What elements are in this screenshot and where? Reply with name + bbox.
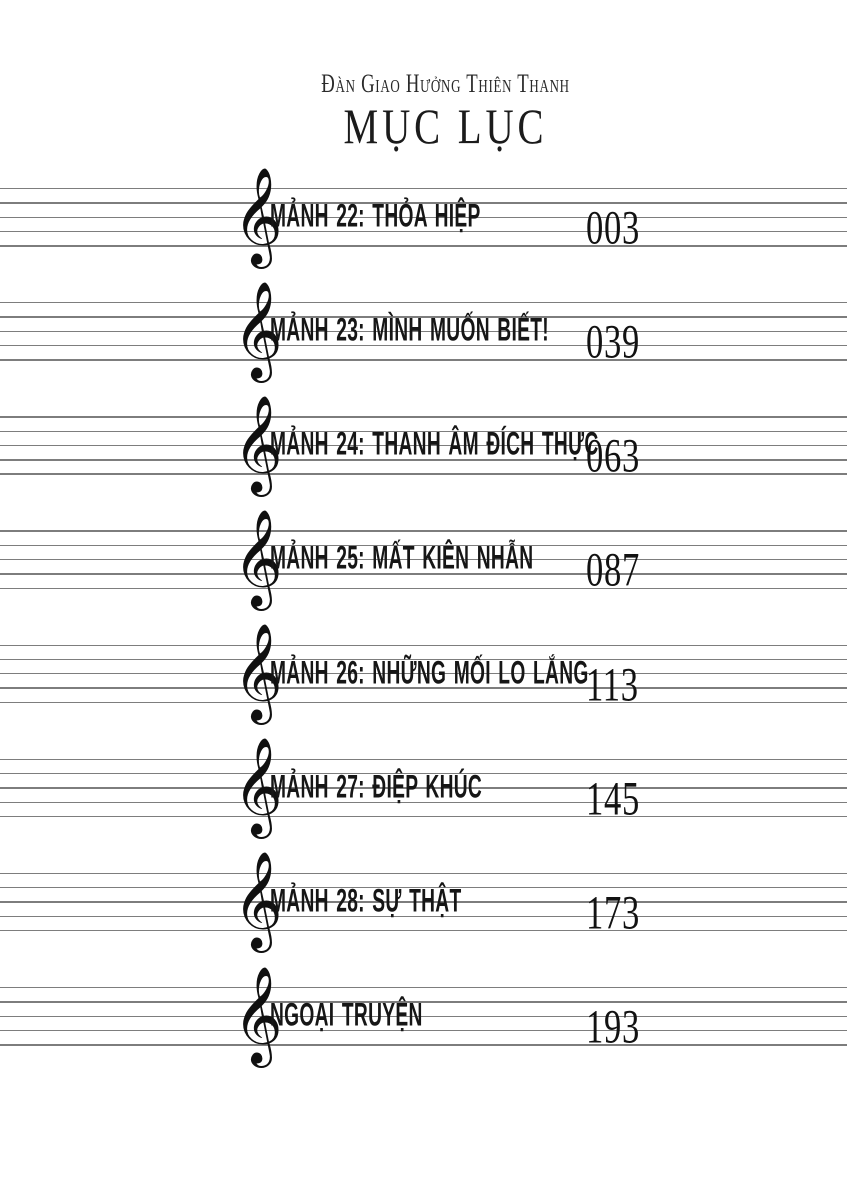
staff-line [0, 673, 847, 675]
entry-page-number: 193 [586, 1000, 640, 1054]
entry-page-number: 003 [586, 201, 640, 255]
staff-line [0, 687, 847, 689]
staff-line [0, 245, 847, 247]
staff-line [0, 444, 847, 447]
header: Đàn Giao Hưởng Thiên Thanh MỤC LỤC [44, 68, 847, 154]
toc-entry-row: 𝄞 MẢNH 27: ĐIỆP KHÚC 145 [0, 744, 847, 828]
staff-line [0, 772, 847, 775]
treble-clef-icon: 𝄞 [233, 280, 283, 379]
staff-line [0, 658, 847, 661]
entry-title: NGOẠI TRUYỆN [270, 996, 423, 1033]
staff-line [0, 887, 847, 889]
page-title: MỤC LỤC [343, 98, 548, 154]
treble-clef-icon: 𝄞 [233, 850, 283, 949]
staff-line [0, 459, 847, 461]
staff-line [0, 530, 847, 532]
entry-title: MẢNH 25: MẤT KIÊN NHẪN [270, 539, 534, 576]
entry-title: MẢNH 27: ĐIỆP KHÚC [270, 768, 483, 805]
staff-line [0, 430, 847, 432]
treble-clef-icon: 𝄞 [233, 622, 283, 721]
staff-line [0, 202, 847, 204]
entry-page-number: 113 [586, 658, 639, 712]
staff-line [0, 701, 847, 704]
staff-line [0, 801, 847, 803]
staff-line [0, 230, 847, 233]
staff-line [0, 1015, 847, 1017]
entry-page-number: 173 [586, 886, 640, 940]
treble-clef-icon: 𝄞 [233, 394, 283, 493]
treble-clef-icon: 𝄞 [233, 964, 283, 1063]
treble-clef-icon: 𝄞 [233, 165, 283, 264]
staff-line [0, 544, 847, 547]
staff-line [0, 930, 847, 932]
staff-line [0, 872, 847, 875]
entry-page-number: 063 [586, 429, 640, 483]
staff-line [0, 330, 847, 333]
toc-entry-row: 𝄞 MẢNH 24: THANH ÂM ĐÍCH THỰC 063 [0, 401, 847, 485]
toc-entry-row: 𝄞 MẢNH 25: MẤT KIÊN NHẪN 087 [0, 515, 847, 599]
toc-entry-row: 𝄞 MẢNH 26: NHỮNG MỐI LO LẮNG 113 [0, 629, 847, 713]
staff-line [0, 416, 847, 418]
staff-line [0, 316, 847, 318]
staff-line [0, 644, 847, 646]
treble-clef-icon: 𝄞 [233, 508, 283, 607]
entry-title: MẢNH 28: SỰ THẬT [270, 882, 462, 919]
staff-line [0, 188, 847, 190]
staff-line [0, 815, 847, 818]
staff-line [0, 1029, 847, 1032]
entry-title: MẢNH 24: THANH ÂM ĐÍCH THỰC [270, 425, 599, 462]
staff-line [0, 787, 847, 789]
entry-title: MẢNH 26: NHỮNG MỐI LO LẮNG [270, 654, 589, 691]
staff-line [0, 901, 847, 903]
staff-line [0, 559, 847, 561]
entry-page-number: 039 [586, 315, 640, 369]
staff-line [0, 915, 847, 918]
staff-line [0, 1001, 847, 1003]
toc-entry-row: 𝄞 MẢNH 28: SỰ THẬT 173 [0, 858, 847, 942]
staff-line [0, 345, 847, 347]
staff-line [0, 473, 847, 475]
staff-line [0, 986, 847, 989]
staff-line [0, 359, 847, 361]
entry-page-number: 145 [586, 772, 640, 826]
staff-line [0, 216, 847, 218]
entry-page-number: 087 [586, 543, 640, 597]
staff-line [0, 587, 847, 589]
staff-line [0, 1044, 847, 1046]
staff-line [0, 758, 847, 761]
staff-line [0, 573, 847, 575]
entry-title: MẢNH 23: MÌNH MUỐN BIẾT! [270, 311, 549, 348]
treble-clef-icon: 𝄞 [233, 736, 283, 835]
staff-line [0, 302, 847, 304]
series-title: Đàn Giao Hưởng Thiên Thanh [321, 69, 570, 98]
entry-title: MẢNH 22: THỎA HIỆP [270, 197, 481, 234]
toc-entry-row: 𝄞 MẢNH 22: THỎA HIỆP 003 [0, 173, 847, 257]
toc-entry-row: 𝄞 NGOẠI TRUYỆN 193 [0, 972, 847, 1056]
toc-entry-row: 𝄞 MẢNH 23: MÌNH MUỐN BIẾT! 039 [0, 287, 847, 371]
